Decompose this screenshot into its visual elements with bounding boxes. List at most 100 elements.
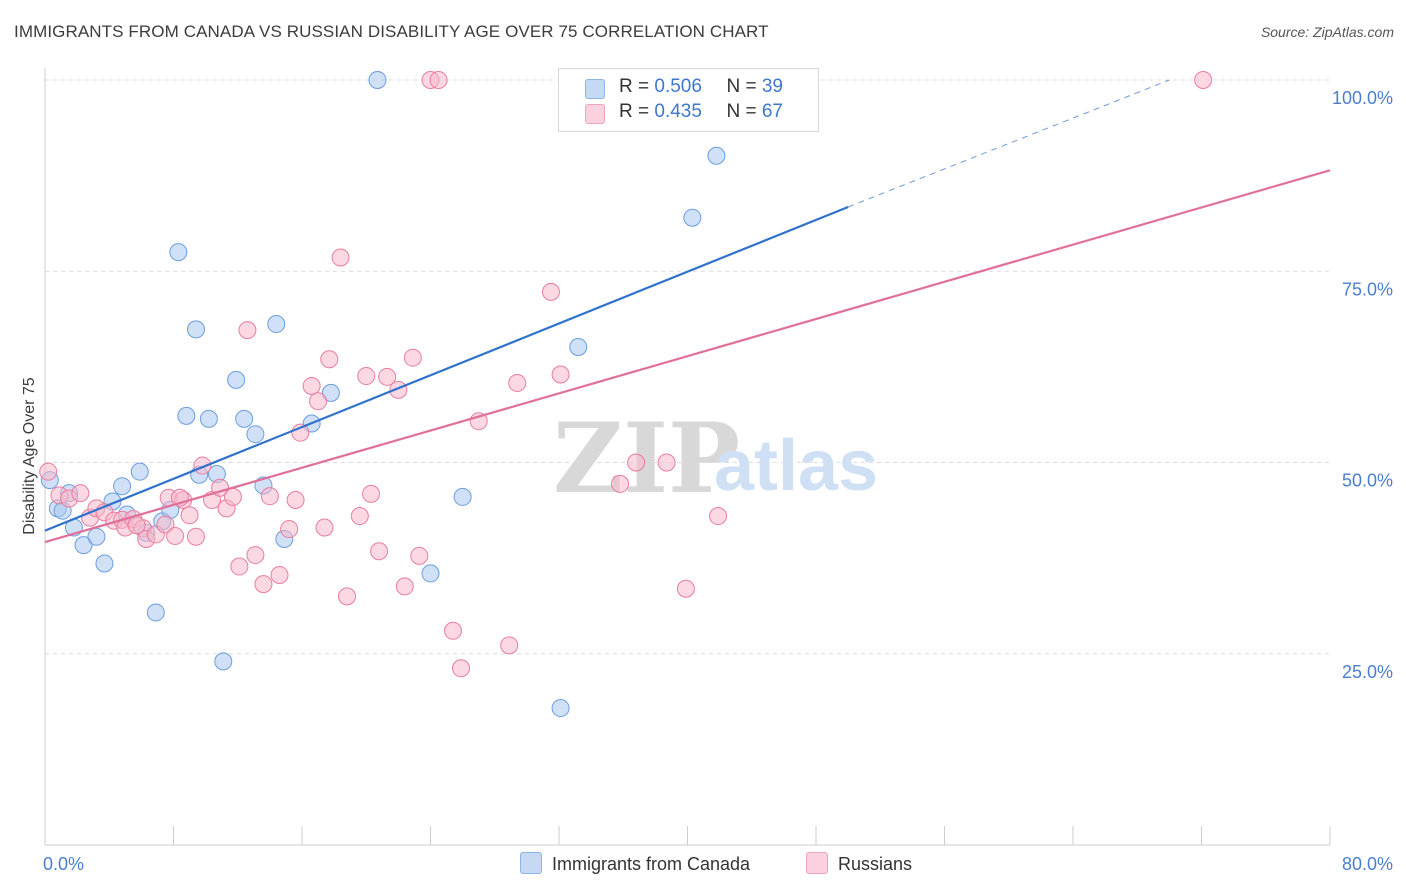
russians-point <box>286 490 305 509</box>
watermark-zip: ZIP <box>553 402 740 515</box>
legend-label: Russians <box>838 854 913 874</box>
canada-trend-line <box>44 205 849 532</box>
canada-trend-extension <box>847 79 1170 208</box>
canada-point <box>169 243 188 262</box>
canada-point <box>321 383 340 402</box>
russians-point <box>39 462 58 481</box>
canada-point <box>130 462 149 481</box>
russians-point <box>1194 71 1213 89</box>
russians-point <box>627 453 646 472</box>
russians-point <box>500 636 519 655</box>
legend-n-label: N = <box>726 76 762 97</box>
russians-point <box>331 248 350 267</box>
legend-r-label: R = <box>619 101 655 122</box>
legend-r-value: 0.435 <box>654 101 702 122</box>
russians-point <box>443 621 462 640</box>
russians-point <box>309 392 328 411</box>
canada-point <box>214 652 233 671</box>
canada-point <box>707 146 726 165</box>
watermark-atlas: atlas <box>714 426 878 506</box>
x-tick-label: 80.0% <box>1342 854 1393 874</box>
russians-point <box>223 487 242 506</box>
canada-point <box>74 536 93 555</box>
legend-swatch <box>806 852 828 874</box>
russians-point <box>270 565 289 584</box>
russians-point <box>551 365 570 384</box>
russians-trend-line <box>44 169 1331 544</box>
russians-point <box>357 367 376 386</box>
legend-n-value: 67 <box>761 101 783 122</box>
russians-point <box>337 587 356 606</box>
russians-point <box>378 367 397 386</box>
canada-point <box>569 337 588 356</box>
russians-point <box>611 474 630 493</box>
russians-point <box>246 546 265 565</box>
canada-point <box>368 71 387 89</box>
russians-point <box>315 518 334 537</box>
canada-point <box>453 487 472 506</box>
canada-point <box>95 554 114 573</box>
russians-point <box>166 526 185 545</box>
russians-point <box>302 377 321 395</box>
axes <box>44 68 1331 846</box>
russians-point <box>410 546 429 565</box>
y-tick-label: 75.0% <box>1342 279 1393 299</box>
russians-point <box>260 487 279 506</box>
stats-legend: R = 0.506 N = 39 R = 0.435 N = 67 <box>558 68 819 132</box>
russians-point <box>403 348 422 367</box>
legend-swatch <box>520 852 542 874</box>
canada-point <box>551 699 570 718</box>
y-tick-label: 50.0% <box>1342 471 1393 491</box>
russians-point <box>429 71 448 89</box>
legend-r-label: R = <box>619 76 655 97</box>
legend-swatch-russians <box>585 104 605 124</box>
russians-point <box>350 507 369 526</box>
legend-item-canada: Immigrants from Canada <box>520 852 750 875</box>
canada-point <box>235 409 254 428</box>
russians-point <box>280 520 299 539</box>
data-points <box>39 71 1213 718</box>
russians-point <box>127 516 146 535</box>
russians-point <box>370 542 389 561</box>
russians-point <box>186 527 205 546</box>
y-tick-label: 100.0% <box>1332 88 1393 108</box>
russians-point <box>541 282 560 301</box>
y-axis-label: Disability Age Over 75 <box>21 377 38 535</box>
russians-point <box>362 484 381 503</box>
canada-point <box>113 477 132 496</box>
legend-label: Immigrants from Canada <box>552 854 751 874</box>
legend-n-label: N = <box>726 101 762 122</box>
russians-point <box>156 515 175 534</box>
russians-point <box>452 659 471 678</box>
x-tick-label: 0.0% <box>43 854 84 874</box>
russians-point <box>71 484 90 503</box>
canada-point <box>683 208 702 227</box>
canada-point <box>146 603 165 622</box>
russians-point <box>508 373 527 392</box>
russians-point <box>320 350 339 369</box>
russians-point <box>709 507 728 526</box>
legend-row-canada: R = 0.506 N = 39 <box>619 76 783 98</box>
russians-point <box>238 321 257 340</box>
source-label: Source: ZipAtlas.com <box>1260 24 1394 40</box>
chart-title: IMMIGRANTS FROM CANADA VS RUSSIAN DISABI… <box>14 22 769 41</box>
canada-point <box>421 564 440 583</box>
canada-point <box>227 370 246 389</box>
russians-point <box>180 506 199 525</box>
russians-point <box>657 453 676 472</box>
legend-n-value: 39 <box>761 76 783 97</box>
canada-point <box>246 425 265 444</box>
russians-point <box>230 557 249 576</box>
canada-point <box>199 409 218 428</box>
canada-point <box>186 320 205 339</box>
legend-row-russians: R = 0.435 N = 67 <box>619 101 783 123</box>
legend-r-value: 0.506 <box>654 76 702 97</box>
y-tick-label: 25.0% <box>1342 662 1393 682</box>
trend-lines <box>44 79 1331 544</box>
tick-labels: 25.0% 50.0% 75.0% 100.0% 0.0% 80.0% <box>43 88 1393 874</box>
canada-point <box>87 527 106 546</box>
canada-point <box>267 315 286 334</box>
legend-swatch-canada <box>585 79 605 99</box>
russians-point <box>676 579 695 598</box>
